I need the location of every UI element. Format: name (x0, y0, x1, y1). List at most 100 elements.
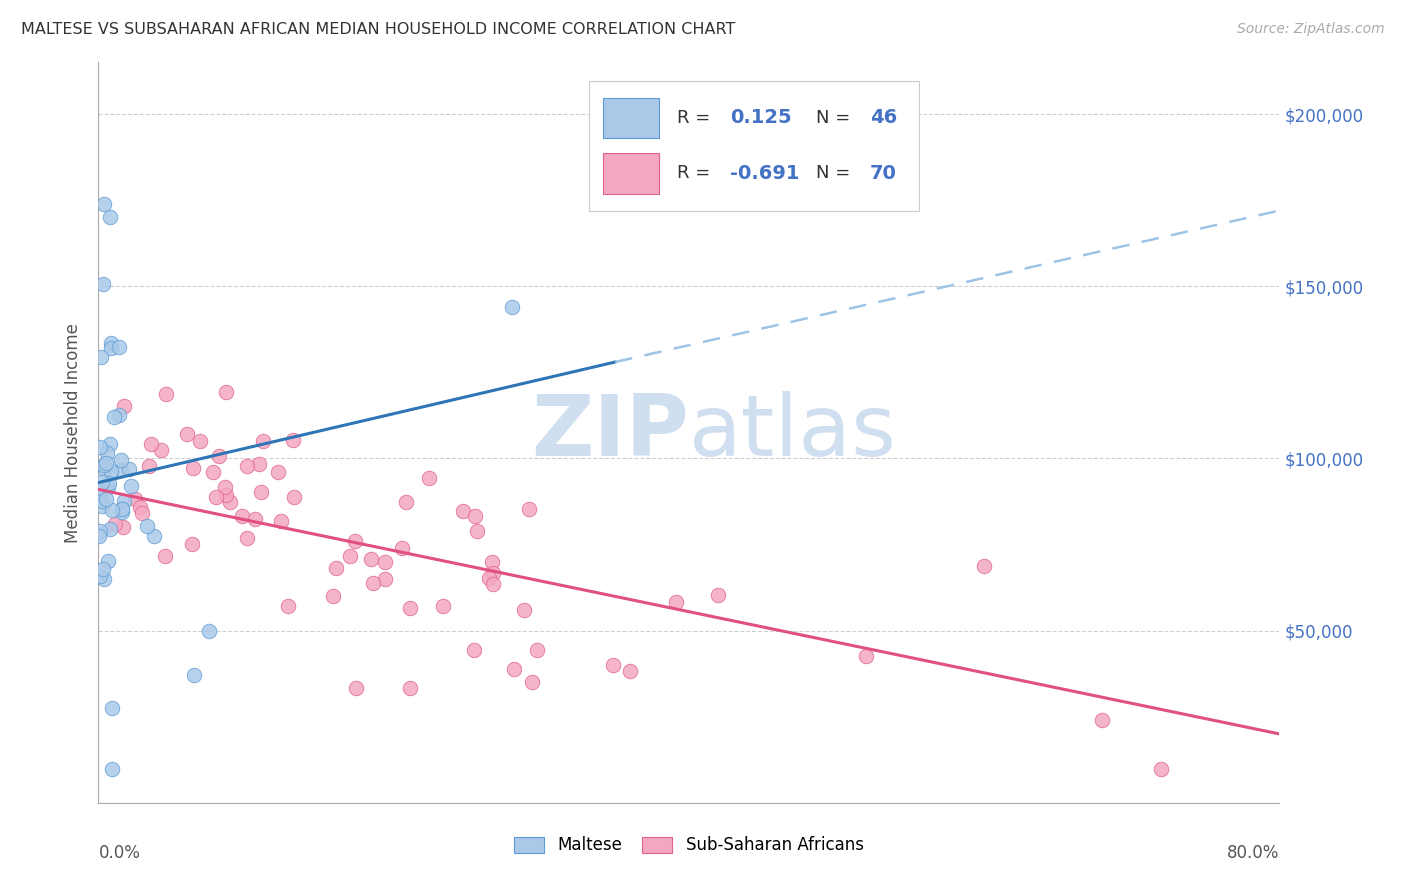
Point (391, 541, 413, 556)
Point (236, 531, 259, 545)
Point (214, 480, 236, 494)
Point (665, 595, 688, 609)
Point (101, 701, 124, 715)
Text: -0.691: -0.691 (730, 164, 800, 183)
Point (344, 534, 367, 549)
Point (252, 434, 274, 449)
Point (129, 500, 152, 515)
Point (110, 452, 132, 467)
Legend: Maltese, Sub-Saharan Africans: Maltese, Sub-Saharan Africans (508, 830, 870, 861)
Point (432, 599, 454, 614)
Point (101, 503, 124, 517)
Point (98, 211, 121, 225)
Point (131, 506, 153, 520)
Point (201, 465, 224, 479)
Point (188, 434, 211, 448)
Point (89, 569, 111, 583)
Point (90, 475, 112, 490)
Point (96, 446, 118, 460)
Point (513, 603, 536, 617)
Point (339, 549, 361, 563)
Text: R =: R = (678, 109, 716, 127)
Point (93, 458, 115, 473)
Point (124, 492, 146, 507)
Point (465, 524, 488, 538)
Point (395, 495, 418, 509)
Point (183, 668, 205, 682)
Point (120, 479, 142, 493)
Point (481, 555, 503, 569)
Text: R =: R = (678, 164, 716, 183)
Point (91, 499, 114, 513)
Point (107, 408, 129, 422)
Point (136, 519, 159, 533)
Point (98, 475, 121, 490)
Point (283, 490, 305, 504)
Point (139, 436, 162, 450)
Point (231, 508, 253, 523)
Point (464, 508, 486, 523)
Point (89, 485, 111, 500)
Point (707, 588, 730, 602)
Point (399, 681, 422, 696)
Point (198, 624, 221, 638)
Point (463, 643, 485, 657)
Text: Source: ZipAtlas.com: Source: ZipAtlas.com (1237, 22, 1385, 37)
Point (90, 350, 112, 364)
Text: 46: 46 (870, 109, 897, 128)
Point (155, 549, 177, 564)
Point (344, 681, 367, 695)
Point (89, 440, 111, 454)
Point (1091, 713, 1114, 727)
Point (111, 519, 134, 533)
Point (149, 443, 172, 458)
Point (236, 458, 259, 473)
Point (602, 658, 624, 673)
Point (619, 665, 641, 679)
Point (103, 410, 125, 425)
Point (111, 505, 134, 519)
Point (247, 457, 270, 471)
Point (374, 555, 396, 569)
Point (517, 502, 540, 516)
Point (526, 642, 548, 657)
Point (98, 437, 121, 451)
Point (104, 517, 127, 532)
Text: atlas: atlas (689, 391, 897, 475)
Point (97, 480, 120, 494)
Point (501, 300, 523, 314)
Point (503, 662, 526, 676)
Point (325, 561, 347, 575)
Point (176, 427, 198, 442)
Text: 0.125: 0.125 (730, 109, 792, 128)
Point (100, 464, 122, 478)
Text: 80.0%: 80.0% (1227, 844, 1279, 862)
Point (1150, 763, 1173, 777)
Point (108, 340, 131, 354)
Point (138, 459, 160, 474)
Point (94, 456, 117, 470)
Text: 70: 70 (870, 164, 897, 183)
Point (118, 462, 141, 476)
FancyBboxPatch shape (603, 97, 659, 138)
Point (399, 601, 422, 615)
Text: ZIP: ZIP (531, 391, 689, 475)
Text: N =: N = (817, 109, 856, 127)
Point (215, 487, 238, 501)
Text: MALTESE VS SUBSAHARAN AFRICAN MEDIAN HOUSEHOLD INCOME CORRELATION CHART: MALTESE VS SUBSAHARAN AFRICAN MEDIAN HOU… (21, 22, 735, 37)
Point (205, 490, 228, 504)
Point (266, 465, 288, 479)
Point (143, 529, 166, 543)
Point (91, 494, 114, 508)
Point (520, 675, 543, 690)
Point (87, 529, 110, 543)
Point (181, 460, 204, 475)
Point (374, 572, 396, 586)
Point (93, 196, 115, 211)
Point (270, 515, 292, 529)
Point (97, 554, 120, 568)
Point (111, 502, 134, 516)
Text: 0.0%: 0.0% (98, 844, 141, 862)
Point (98, 522, 121, 536)
Point (478, 571, 501, 585)
